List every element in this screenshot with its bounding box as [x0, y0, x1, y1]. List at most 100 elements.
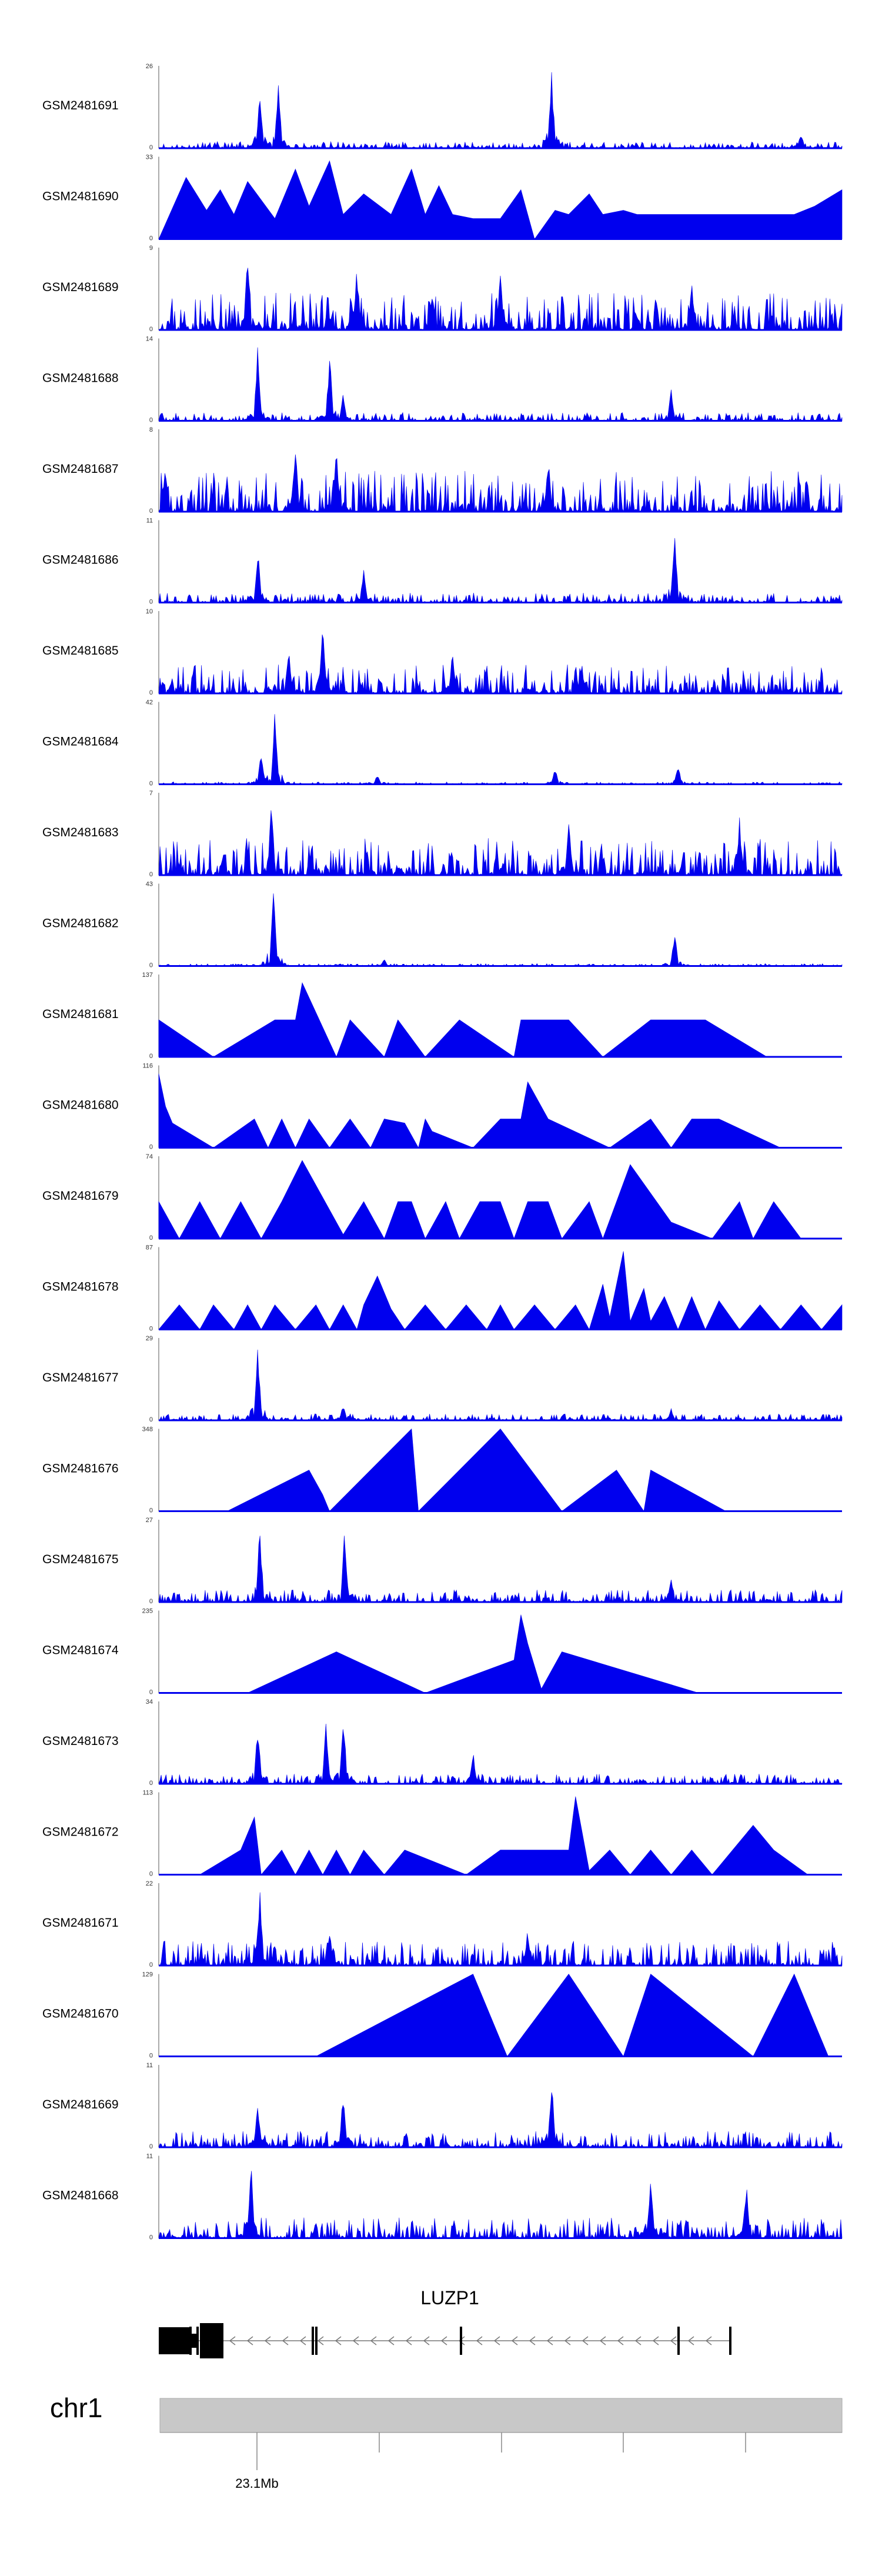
strand-arrow-icon: [299, 2336, 306, 2345]
track-signal-area: [158, 1160, 801, 1239]
track-signal-area: [158, 2171, 843, 2239]
track-ymax-label: 137: [142, 972, 153, 979]
track-signal-area: [158, 714, 843, 785]
track-signal-area: [158, 982, 768, 1057]
track-ymax-label: 129: [142, 1971, 153, 1978]
track-signal-area: [158, 160, 843, 240]
strand-arrow-icon: [564, 2336, 571, 2345]
track-signal-area: [158, 72, 843, 149]
gene-name-label: LUZP1: [420, 2287, 479, 2308]
track-label: GSM2481679: [42, 1189, 119, 1203]
track-ymax-label: 34: [146, 1699, 153, 1706]
track-GSM2481678: GSM2481678 87 0: [42, 1244, 843, 1333]
track-ymax-label: 7: [149, 790, 153, 797]
track-GSM2481676: GSM2481676 348 0: [42, 1426, 842, 1514]
strand-arrow-icon: [582, 2336, 589, 2345]
track-signal-area: [247, 1614, 699, 1693]
track-ymin-label: 0: [149, 326, 153, 333]
track-signal-area: [199, 1796, 808, 1876]
track-ymax-label: 42: [146, 699, 153, 706]
track-ymin-label: 0: [149, 1598, 153, 1605]
track-ymin-label: 0: [149, 780, 153, 788]
track-ymin-label: 0: [149, 1234, 153, 1242]
track-label: GSM2481691: [42, 99, 119, 112]
track-GSM2481690: GSM2481690 33 0: [42, 154, 843, 242]
track-signal-area: [227, 1428, 726, 1512]
strand-arrow-icon: [493, 2336, 500, 2345]
track-ymax-label: 22: [146, 1880, 153, 1887]
strand-arrow-icon: [705, 2336, 712, 2345]
track-label: GSM2481668: [42, 2189, 119, 2203]
strand-arrow-icon: [634, 2336, 642, 2345]
track-ymin-label: 0: [149, 2143, 153, 2150]
track-GSM2481681: GSM2481681 137 0: [42, 972, 842, 1060]
track-GSM2481689: GSM2481689 9 0: [42, 245, 843, 333]
strand-arrow-icon: [458, 2336, 465, 2345]
gene-annotation: LUZP1: [159, 2287, 731, 2358]
track-label: GSM2481669: [42, 2098, 119, 2111]
track-label: GSM2481677: [42, 1371, 119, 1384]
track-label: GSM2481684: [42, 735, 119, 749]
strand-arrow-icon: [546, 2336, 553, 2345]
strand-arrow-icon: [670, 2336, 677, 2345]
track-label: GSM2481676: [42, 1462, 119, 1476]
track-GSM2481671: GSM2481671 22 0: [42, 1880, 843, 1968]
track-ymin-label: 0: [149, 871, 153, 878]
track-GSM2481680: GSM2481680 116 0: [42, 1063, 842, 1151]
strand-arrow-icon: [335, 2336, 342, 2345]
track-signal-area: [159, 1892, 843, 1967]
track-label: GSM2481670: [42, 2007, 119, 2021]
track-ymax-label: 116: [142, 1063, 153, 1070]
track-label: GSM2481678: [42, 1280, 119, 1294]
strand-arrow-icon: [352, 2336, 359, 2345]
track-label: GSM2481685: [42, 644, 119, 658]
strand-arrow-icon: [246, 2336, 253, 2345]
strand-arrow-icon: [687, 2336, 694, 2345]
track-ymin-label: 0: [149, 508, 153, 515]
chromosome-ideogram: chr1 23.1Mb: [50, 2393, 843, 2491]
strand-arrow-icon: [652, 2336, 659, 2345]
track-ymax-label: 113: [142, 1790, 153, 1797]
track-signal-area: [158, 1349, 843, 1422]
track-ymin-label: 0: [149, 962, 153, 969]
track-GSM2481669: GSM2481669 11 0: [42, 2062, 843, 2150]
gene-exon: [200, 2323, 223, 2358]
track-ymin-label: 0: [149, 1689, 153, 1696]
track-ymin-label: 0: [149, 1053, 153, 1060]
track-ymax-label: 9: [149, 245, 153, 252]
track-ymax-label: 11: [146, 2062, 153, 2069]
track-label: GSM2481671: [42, 1916, 119, 1930]
track-signal-area: [158, 893, 843, 967]
track-label: GSM2481672: [42, 1826, 119, 1839]
track-label: GSM2481687: [42, 462, 119, 476]
track-signal-area: [159, 268, 843, 331]
track-ymax-label: 33: [146, 154, 153, 161]
track-label: GSM2481680: [42, 1099, 119, 1112]
track-ymax-label: 11: [146, 518, 153, 525]
chromosome-bar: [159, 2398, 843, 2433]
track-GSM2481677: GSM2481677 29 0: [42, 1335, 843, 1423]
strand-arrow-icon: [387, 2336, 395, 2345]
track-ymax-label: 74: [146, 1153, 153, 1160]
track-ymax-label: 348: [142, 1426, 153, 1433]
track-signal-area: [158, 810, 843, 876]
track-ymin-label: 0: [149, 2234, 153, 2241]
track-ymax-label: 10: [146, 608, 153, 615]
strand-arrow-icon: [264, 2336, 271, 2345]
strand-arrow-icon: [440, 2336, 447, 2345]
track-GSM2481682: GSM2481682 43 0: [42, 881, 843, 969]
track-signal-area: [158, 2092, 843, 2148]
track-ymax-label: 235: [142, 1608, 153, 1615]
track-ymin-label: 0: [149, 1326, 153, 1333]
track-signal-area: [158, 1073, 781, 1149]
track-GSM2481675: GSM2481675 27 0: [42, 1517, 843, 1605]
track-GSM2481668: GSM2481668 11 0: [42, 2153, 843, 2241]
track-label: GSM2481681: [42, 1007, 119, 1021]
track-signal-area: [158, 1536, 843, 1603]
track-GSM2481685: GSM2481685 10 0: [42, 608, 843, 696]
track-signal-area: [158, 1251, 843, 1330]
track-ymin-label: 0: [149, 1961, 153, 1968]
strand-arrow-icon: [529, 2336, 536, 2345]
track-ymax-label: 29: [146, 1335, 153, 1342]
track-GSM2481670: GSM2481670 129 0: [42, 1971, 842, 2060]
